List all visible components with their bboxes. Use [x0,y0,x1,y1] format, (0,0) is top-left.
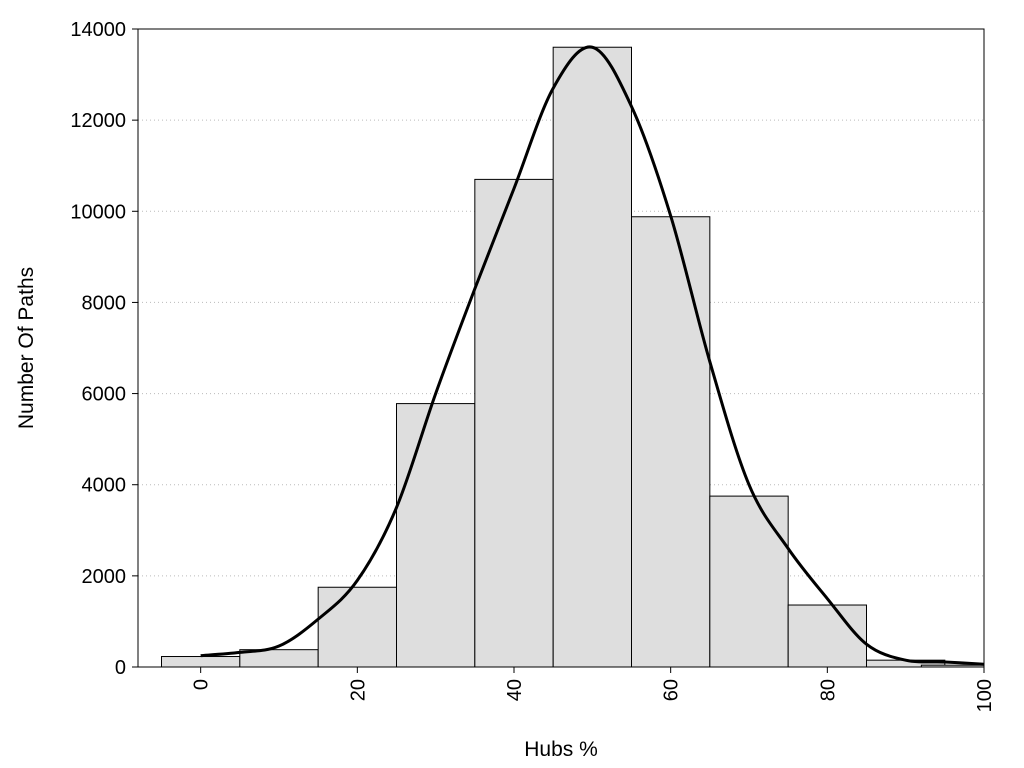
histogram-bars [161,46,985,668]
y-tick-label: 8000 [82,292,127,314]
bar [631,216,711,668]
x-tick-label: 60 [661,679,683,701]
x-axis-label: Hubs % [524,738,598,761]
y-axis-label: Number Of Paths [15,267,38,429]
y-tick-label: 6000 [82,384,127,406]
y-tick-label: 10000 [70,201,126,223]
x-tick-label: 40 [504,679,526,701]
y-tick-label: 0 [115,657,126,679]
density-curve [200,45,985,666]
x-tick-label: 0 [191,679,213,690]
grid-lines [138,28,984,577]
density-curve-group [200,45,985,666]
plot-frame [137,28,985,668]
bar [552,46,633,668]
bar [396,403,476,668]
y-tick-label: 12000 [70,110,126,132]
x-tick-label: 100 [974,679,996,712]
x-tick-label: 20 [347,679,369,701]
y-tick-label: 14000 [70,19,126,41]
y-axis-ticks: 0 2000 4000 6000 8000 10000 12000 14000 [70,19,138,679]
x-tick-label: 80 [817,679,839,701]
bar [709,495,789,668]
bar [317,586,397,668]
y-tick-label: 4000 [82,475,127,497]
bar [474,178,554,668]
bar [161,656,241,668]
bar [787,604,868,668]
y-tick-label: 2000 [82,566,127,588]
x-axis-ticks: 0 20 40 60 80 100 [191,667,996,712]
